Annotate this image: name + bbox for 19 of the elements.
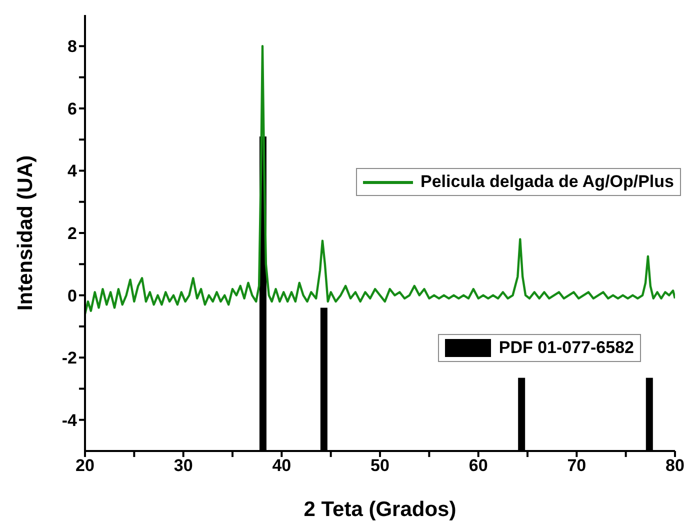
legend-label: PDF 01-077-6582 xyxy=(498,338,634,358)
legend-label: Pelicula delgada de Ag/Op/Plus xyxy=(420,172,674,192)
x-tick-label: 20 xyxy=(76,456,94,476)
y-tick-label: 6 xyxy=(68,99,77,118)
x-tick-label: 40 xyxy=(272,456,292,476)
y-tick-label: 0 xyxy=(68,286,77,306)
y-tick-label: 4 xyxy=(68,162,78,181)
x-tick-label: 80 xyxy=(666,456,684,476)
y-axis-title: Intensidad (UA) xyxy=(14,155,37,311)
x-tick-label: 70 xyxy=(567,456,586,476)
x-tick-label: 50 xyxy=(370,456,390,476)
y-tick-label: -4 xyxy=(62,410,78,430)
x-tick-label: 30 xyxy=(174,456,193,476)
y-tick-label: 8 xyxy=(68,37,77,56)
x-axis-title: 2 Teta (Grados) xyxy=(304,498,456,521)
y-tick-label: 2 xyxy=(68,224,77,244)
line-series xyxy=(85,45,675,316)
x-tick-label: 60 xyxy=(468,456,488,476)
y-tick-label: -2 xyxy=(62,348,77,368)
